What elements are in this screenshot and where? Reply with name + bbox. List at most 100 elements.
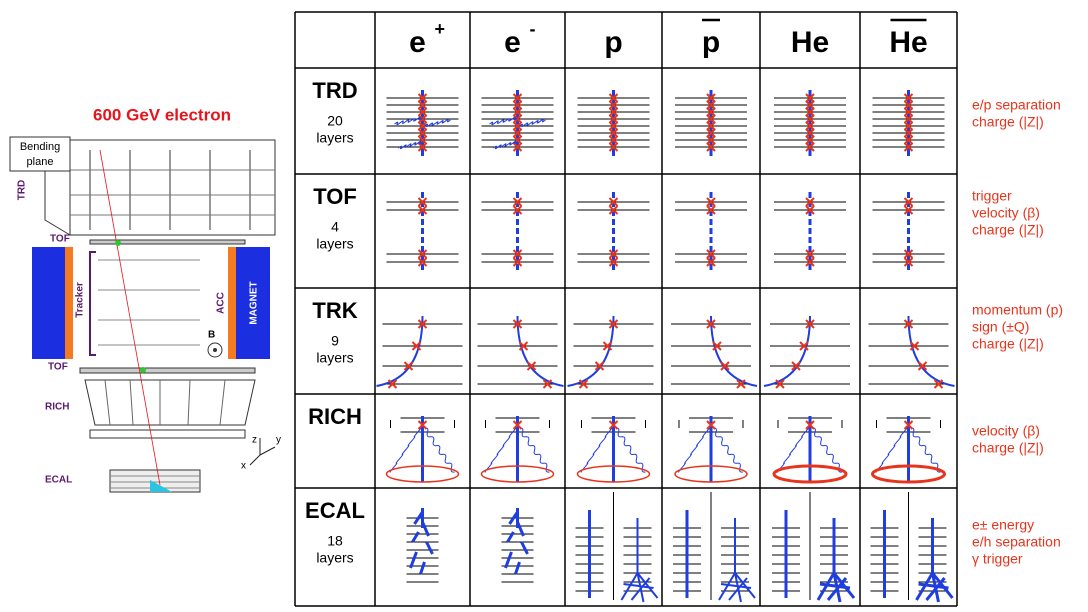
cell-sketch	[675, 90, 747, 156]
row-note: charge (|Z|)	[972, 114, 1044, 130]
column-header: He	[889, 26, 927, 59]
photon	[395, 117, 423, 124]
shower	[719, 518, 755, 602]
cell-sketch	[387, 192, 459, 272]
row-layers: layers	[316, 236, 353, 252]
tof-top-bar	[90, 240, 245, 244]
column-header: e	[504, 26, 521, 59]
cell-sketch	[675, 192, 747, 272]
row-layers: layers	[316, 130, 353, 146]
acc-right	[228, 247, 236, 359]
row-note: charge (|Z|)	[972, 440, 1044, 456]
row-layers: 4	[331, 219, 339, 235]
cell-sketch	[873, 192, 945, 272]
row-note: charge (|Z|)	[972, 222, 1044, 238]
cell-sketch	[774, 192, 846, 272]
column-header: e	[409, 26, 426, 59]
b-field-label: B	[208, 330, 215, 341]
cell-sketch	[578, 192, 650, 272]
column-header: He	[791, 26, 829, 59]
cell-sketch	[764, 316, 850, 388]
magnet-label: MAGNET	[249, 281, 260, 324]
b-field-dot	[214, 349, 217, 352]
column-header-sup: +	[435, 19, 446, 39]
row-header: TRD	[312, 78, 357, 103]
row-note: e/h separation	[972, 534, 1061, 550]
cell-sketch	[482, 192, 554, 272]
tof-bottom-label: TOF	[48, 362, 68, 373]
shower	[818, 518, 854, 602]
detector-title: 600 GeV electron	[93, 105, 231, 124]
rich-box	[85, 380, 255, 425]
bending-plane-line1: Bending	[20, 141, 60, 153]
axis-x: x	[241, 461, 246, 472]
tof-bottom-bar	[80, 368, 255, 373]
shower	[622, 518, 658, 602]
row-layers: 9	[331, 333, 339, 349]
column-header: p	[604, 26, 622, 59]
row-header: RICH	[308, 404, 362, 429]
row-note: trigger	[972, 188, 1012, 204]
photon	[494, 141, 518, 148]
cell-sketch	[482, 416, 554, 482]
acc-label: ACC	[216, 292, 227, 314]
row-header: ECAL	[305, 498, 365, 523]
track	[377, 316, 423, 386]
row-note: γ trigger	[972, 551, 1023, 567]
row-layers: 18	[327, 533, 343, 549]
ecal-label: ECAL	[45, 475, 72, 486]
cell-sketch	[578, 90, 650, 156]
photon	[399, 141, 423, 148]
rich-label: RICH	[45, 402, 69, 413]
column-header-sup: -	[530, 19, 536, 39]
row-note: velocity (β)	[972, 423, 1040, 439]
detector-sketch: 600 GeV electron Bending plane TRD TOF T…	[10, 105, 281, 492]
cell-sketch	[873, 416, 945, 482]
cell-sketch	[568, 316, 654, 388]
cell-sketch	[387, 416, 459, 482]
track	[518, 316, 564, 386]
rich-base	[90, 430, 245, 438]
magnet-left	[32, 247, 65, 359]
trd-lines	[45, 150, 250, 235]
hit-top	[115, 240, 121, 246]
row-note: charge (|Z|)	[972, 336, 1044, 352]
cell-sketch	[407, 508, 439, 582]
cell-sketch	[675, 416, 747, 482]
axis-y: y	[276, 435, 281, 446]
page: 600 GeV electron Bending plane TRD TOF T…	[0, 0, 1088, 612]
track	[568, 316, 614, 386]
row-layers: layers	[316, 550, 353, 566]
track	[909, 316, 955, 386]
cell-sketch	[673, 492, 755, 602]
cell-sketch	[502, 508, 534, 582]
tracker-planes	[98, 260, 200, 345]
shower	[917, 518, 953, 602]
row-note: e/p separation	[972, 97, 1061, 113]
cell-sketch	[387, 90, 459, 156]
cell-sketch	[478, 316, 564, 388]
cell-sketch	[871, 492, 953, 602]
cell-sketch	[873, 90, 945, 156]
cell-sketch	[578, 416, 650, 482]
cell-sketch	[869, 316, 955, 388]
trd-layers	[70, 170, 275, 215]
rich-lines	[105, 380, 225, 425]
axis-z: z	[252, 435, 257, 446]
column-header: p	[702, 26, 720, 59]
cell-sketch	[772, 492, 854, 602]
cell-sketch	[377, 316, 463, 388]
row-note: sign (±Q)	[972, 319, 1029, 335]
acc-left	[65, 247, 73, 359]
row-layers: layers	[316, 350, 353, 366]
cell-sketch	[774, 416, 846, 482]
track	[764, 316, 810, 386]
cell-sketch	[671, 316, 757, 388]
cell-sketch	[482, 90, 554, 156]
row-header: TOF	[313, 184, 357, 209]
track	[711, 316, 757, 386]
cell-sketch	[774, 90, 846, 156]
cell-sketch	[576, 492, 658, 602]
row-header: TRK	[312, 298, 357, 323]
